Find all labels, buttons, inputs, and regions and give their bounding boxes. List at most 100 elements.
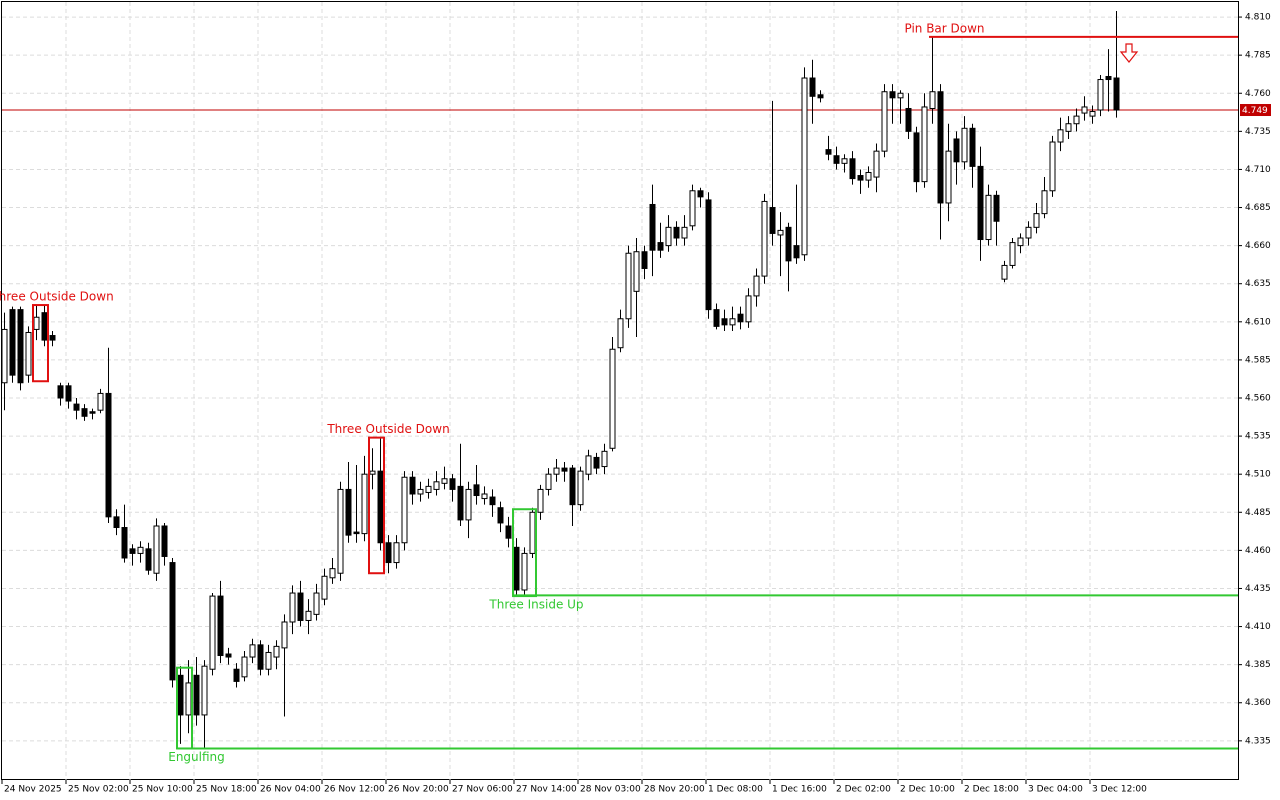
candle-body (105, 392, 112, 518)
candle-body (945, 150, 952, 204)
y-tick-label: 4.710 (1245, 165, 1271, 175)
x-tick-label: 25 Nov 10:00 (132, 785, 193, 795)
candle-body (497, 507, 504, 524)
y-tick-label: 4.610 (1245, 317, 1271, 327)
candle-body (849, 158, 856, 180)
x-tick-label: 25 Nov 18:00 (196, 785, 257, 795)
x-tick-label: 26 Nov 04:00 (260, 785, 321, 795)
candle-body (425, 485, 432, 493)
candle-body (537, 488, 544, 513)
candle-body (377, 470, 384, 544)
candle-body (873, 150, 880, 178)
y-tick-label: 4.535 (1245, 432, 1271, 442)
candle-body (329, 568, 336, 579)
candle-body (921, 106, 928, 183)
candle-body (1057, 129, 1064, 143)
candle-body (777, 229, 784, 236)
candle-body (337, 488, 344, 574)
candle-body (49, 335, 56, 341)
candle-body (401, 476, 408, 544)
candle-body (129, 548, 136, 554)
candle-body (737, 313, 744, 323)
candle-body (529, 511, 536, 554)
candle-body (1025, 226, 1032, 239)
candle-body (73, 403, 80, 411)
candle-body (585, 455, 592, 475)
candle-body (913, 132, 920, 183)
candle-body (153, 525, 160, 574)
candle-body (361, 473, 368, 535)
plot-frame (1, 1, 1239, 780)
candle-body (897, 92, 904, 99)
x-tick-label: 3 Dec 04:00 (1028, 785, 1083, 795)
x-tick-label: 1 Dec 08:00 (708, 785, 763, 795)
candle-body (345, 488, 352, 536)
y-tick-label: 4.635 (1245, 279, 1271, 289)
y-tick-label: 4.410 (1245, 622, 1271, 632)
y-tick-label: 4.385 (1245, 660, 1271, 670)
candle-body (121, 527, 128, 559)
candle-body (625, 252, 632, 320)
candle-body (169, 562, 176, 681)
candle-body (833, 155, 840, 164)
signal-arrow (1119, 43, 1139, 63)
x-tick-label: 24 Nov 2025 (4, 785, 62, 795)
candle-body (249, 644, 256, 658)
candle-body (273, 645, 280, 658)
candle-body (817, 94, 824, 99)
candle-body (689, 190, 696, 227)
candle-body (449, 478, 456, 490)
candle-body (137, 546, 144, 554)
y-tick-label: 4.660 (1245, 241, 1271, 251)
candle-body (977, 165, 984, 241)
candle-body (457, 485, 464, 521)
candle-body (441, 478, 448, 484)
x-tick-label: 2 Dec 10:00 (900, 785, 955, 795)
y-tick-label: 4.510 (1245, 470, 1271, 480)
pattern-label: Pin Bar Down (904, 21, 984, 35)
candle-body (369, 470, 376, 475)
candle-body (473, 484, 480, 497)
candle-body (665, 226, 672, 247)
candle-body (641, 251, 648, 269)
candle-body (953, 138, 960, 163)
candle-body (577, 470, 584, 506)
candle-body (617, 318, 624, 349)
candle-body (505, 525, 512, 539)
candle-body (465, 488, 472, 521)
candle-body (161, 525, 168, 557)
candle-body (801, 77, 808, 256)
x-tick-label: 28 Nov 20:00 (644, 785, 705, 795)
candle-body (393, 542, 400, 564)
candle-body (289, 592, 296, 623)
candle-body (521, 552, 528, 591)
candle-body (841, 158, 848, 164)
y-tick-label: 4.460 (1245, 546, 1271, 556)
candle-body (785, 226, 792, 262)
y-tick-label: 4.360 (1245, 698, 1271, 708)
candle-body (145, 548, 152, 571)
candle-body (657, 242, 664, 251)
y-tick-label: 4.735 (1245, 127, 1271, 137)
pattern-label: Engulfing (168, 750, 225, 764)
x-tick-label: 2 Dec 18:00 (964, 785, 1019, 795)
x-tick-label: 3 Dec 12:00 (1092, 785, 1147, 795)
candle-body (697, 190, 704, 198)
candle-body (513, 546, 520, 591)
candle-body (81, 408, 88, 417)
candle-body (753, 275, 760, 297)
candle-body (313, 592, 320, 615)
candle-body (25, 331, 32, 376)
y-tick-label: 4.760 (1245, 89, 1271, 99)
candle-body (201, 665, 208, 716)
candle-body (1073, 115, 1080, 125)
pattern-box (32, 304, 49, 383)
candle-body (857, 175, 864, 181)
candle-body (649, 203, 656, 251)
y-tick-label: 4.435 (1245, 584, 1271, 594)
candle-body (825, 149, 832, 155)
candle-body (297, 592, 304, 621)
candle-body (713, 309, 720, 327)
candle-body (217, 595, 224, 657)
candle-body (1105, 75, 1112, 81)
